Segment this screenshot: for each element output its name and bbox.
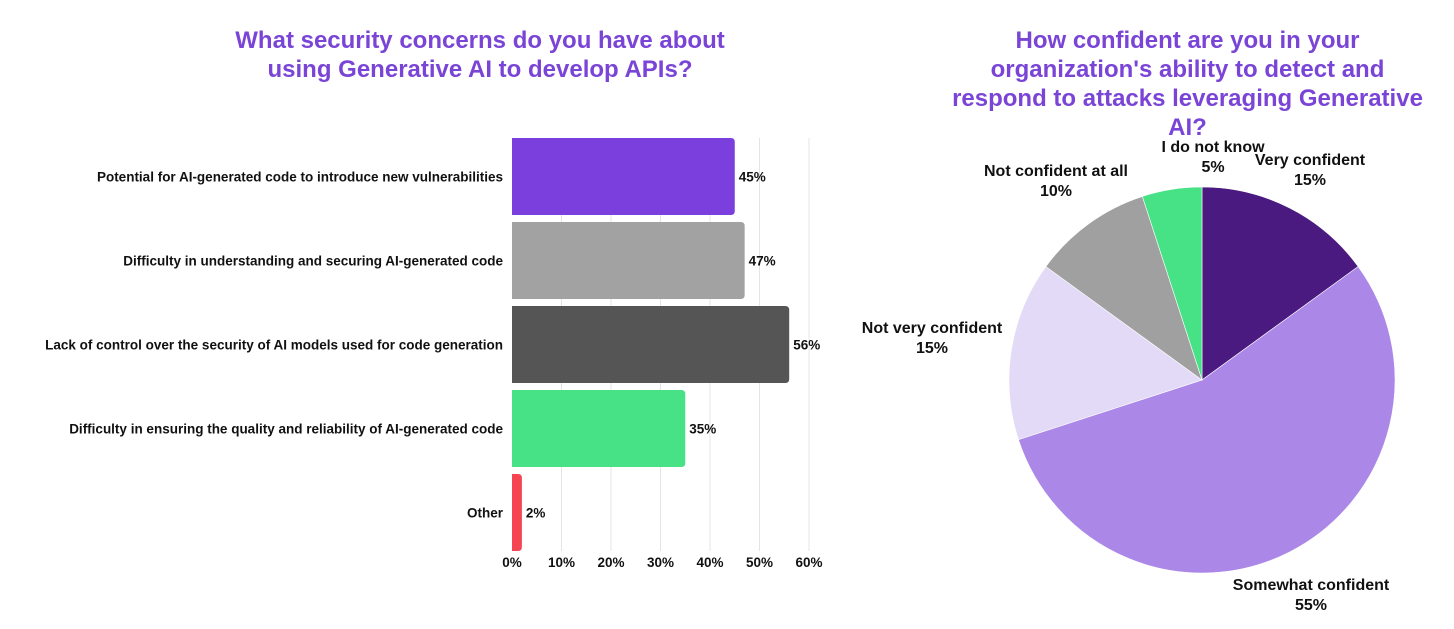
x-tick-label: 20% [597,555,624,570]
pie-slice-value: 15% [1294,172,1326,189]
pie-slice [1201,186,1359,381]
pie-slice-value: 55% [1295,597,1327,614]
bar [512,138,735,215]
bar [512,474,522,551]
x-tick-label: 0% [502,555,522,570]
bar-value-label: 35% [689,422,716,437]
bar-category-label: Difficulty in understanding and securing… [123,254,503,269]
pie-slice [1018,266,1396,574]
x-tick-label: 60% [795,555,822,570]
x-tick-label: 30% [647,555,674,570]
bar-series [512,138,790,551]
pie-slice-label: Not very confident [862,320,1003,337]
pie-slice-value: 15% [916,340,948,357]
bar [512,390,686,467]
bar-value-label: 2% [526,506,546,521]
pie-slice-value: 5% [1201,159,1224,176]
bar-category-label: Lack of control over the security of AI … [45,338,503,353]
pie-slice-label: Somewhat confident [1233,577,1390,594]
x-tick-label: 50% [746,555,773,570]
bar-category-labels: Potential for AI-generated code to intro… [45,170,504,521]
pie-slice [1141,186,1203,381]
bar-value-label: 47% [749,254,776,269]
x-tick-label: 40% [696,555,723,570]
bar-category-label: Difficulty in ensuring the quality and r… [69,422,503,437]
pie-slice [1045,196,1203,381]
pie-slices [1008,186,1396,574]
x-tick-label: 10% [548,555,575,570]
pie-slice [1008,266,1203,441]
bar-value-labels: 45% 47% 56% 35% 2% [526,170,820,521]
pie-slice-label: I do not know [1161,139,1265,156]
bar-category-label: Potential for AI-generated code to intro… [97,170,503,185]
bar-chart-title: What security concerns do you have about… [235,27,725,83]
pie-labels: Very confident 15% Somewhat confident 55% No… [862,139,1390,614]
pie-slice-value: 10% [1040,183,1072,200]
pie-slice-label: Very confident [1255,152,1366,169]
bar-value-label: 56% [793,338,820,353]
bar [512,222,745,299]
pie-chart-title: How confident are you in your organizati… [952,27,1423,141]
bar-x-axis-ticks: 0% 10% 20% 30% 40% 50% 60% [502,555,822,570]
pie-slice-label: Not confident at all [984,163,1128,180]
bar [512,306,790,383]
bar-value-label: 45% [739,170,766,185]
bar-category-label: Other [467,506,504,521]
